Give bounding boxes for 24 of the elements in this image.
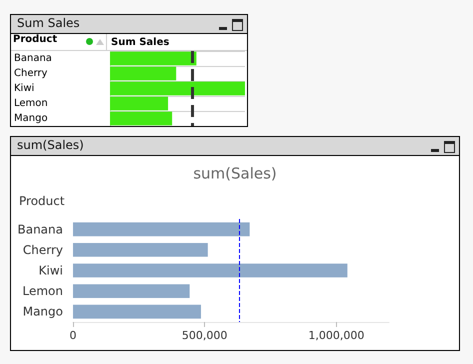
chart-title: sum(Sales): [11, 137, 459, 156]
y-tick-label: Cherry: [14, 68, 48, 79]
y-tick-label: Mango: [22, 304, 63, 319]
y-axis-title: Product: [19, 194, 65, 208]
chart-subtitle: sum(Sales): [193, 164, 277, 182]
y-tick-label: Banana: [17, 222, 63, 236]
bar: [73, 304, 201, 319]
y-axis-title: Product: [11, 34, 107, 50]
y-tick-label: Banana: [14, 53, 52, 64]
y-tick-label: Kiwi: [38, 264, 63, 278]
bar: [73, 284, 190, 298]
y-tick-label: Mango: [14, 113, 48, 124]
y-tick-label: Lemon: [14, 98, 48, 109]
x-tick-label: 0: [70, 329, 76, 342]
x-tick-label: 500,000: [182, 329, 228, 342]
y-tick-label: Kiwi: [14, 83, 34, 94]
bar: [73, 243, 208, 257]
bar: [73, 264, 348, 278]
x-axis-title: Sum Sales: [110, 36, 170, 48]
chart-title: Sum Sales: [11, 15, 247, 34]
bar: [73, 222, 250, 236]
x-tick-label: 1,000,000: [308, 329, 364, 342]
y-tick-label: Cherry: [22, 242, 63, 257]
y-tick-label: Lemon: [22, 284, 63, 298]
